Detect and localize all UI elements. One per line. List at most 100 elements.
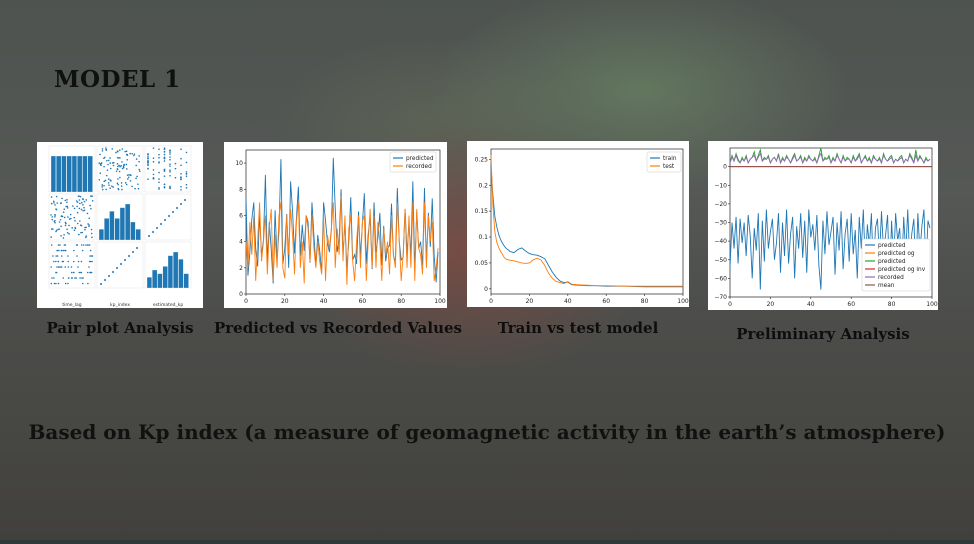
scatter-point <box>169 165 171 167</box>
scatter-point <box>68 277 70 279</box>
y-tick-label: 0.25 <box>475 156 489 163</box>
scatter-point <box>153 169 155 171</box>
scatter-point <box>101 184 103 186</box>
scatter-point <box>60 226 62 228</box>
scatter-point <box>60 266 62 268</box>
scatter-point <box>121 182 123 184</box>
preliminary-analysis-figure: 0 20 40 60 80 100 0 −10 −20 −30 −40 −50 −60 −70 predic… <box>708 141 938 310</box>
scatter-point <box>124 151 126 153</box>
scatter-point <box>92 255 94 257</box>
scatter-point <box>68 225 70 227</box>
scatter-point <box>109 157 111 159</box>
scatter-point <box>107 164 109 166</box>
scatter-point <box>87 272 89 274</box>
scatter-point <box>132 251 134 253</box>
scatter-point <box>73 261 75 263</box>
y-tick-label: 6 <box>239 212 243 219</box>
scatter-point <box>108 184 110 186</box>
y-tick-label: 4 <box>239 239 243 246</box>
scatter-point <box>84 210 86 212</box>
histogram-bar <box>110 211 115 240</box>
scatter-point <box>90 208 92 210</box>
histogram-bar <box>136 229 141 240</box>
scatter-point <box>133 155 135 157</box>
scatter-point <box>109 187 111 189</box>
scatter-point <box>105 189 107 191</box>
scatter-point <box>79 199 81 201</box>
y-tick-label: 0 <box>239 291 243 298</box>
scatter-point <box>88 218 90 220</box>
legend-label: recorded <box>878 275 904 281</box>
scatter-point <box>90 261 92 263</box>
scatter-point <box>74 220 76 222</box>
scatter-point <box>53 202 55 204</box>
scatter-point <box>76 244 78 246</box>
scatter-point <box>66 228 68 230</box>
scatter-point <box>153 161 155 163</box>
scatter-point <box>85 244 87 246</box>
scatter-point <box>113 165 115 167</box>
scatter-point <box>156 227 158 229</box>
scatter-point <box>82 204 84 206</box>
histogram-bar <box>62 156 67 192</box>
scatter-point <box>82 199 84 201</box>
scatter-point <box>67 232 69 234</box>
scatter-point <box>79 277 81 279</box>
scatter-point <box>54 222 56 224</box>
histogram-bar <box>67 156 72 192</box>
scatter-point <box>117 168 119 170</box>
scatter-point <box>87 223 89 225</box>
scatter-point <box>111 148 113 150</box>
scatter-point <box>75 277 77 279</box>
legend-label: recorded <box>406 164 432 170</box>
scatter-point <box>98 162 100 164</box>
scatter-point <box>60 202 62 204</box>
scatter-point <box>64 200 66 202</box>
scatter-point <box>73 250 75 252</box>
scatter-point <box>138 155 140 157</box>
scatter-point <box>77 223 79 225</box>
scatter-point <box>51 283 53 285</box>
scatter-point <box>68 233 70 235</box>
scatter-point <box>129 153 131 155</box>
scatter-point <box>58 283 60 285</box>
x-tick-label: 40 <box>564 298 572 305</box>
scatter-point <box>90 272 92 274</box>
scatter-point <box>164 157 166 159</box>
scatter-point <box>126 150 128 152</box>
scatter-point <box>147 153 149 155</box>
scatter-point <box>55 283 57 285</box>
scatter-point <box>108 160 110 162</box>
scatter-point <box>148 235 150 237</box>
scatter-point <box>134 188 136 190</box>
y-tick-label: −70 <box>714 294 727 301</box>
histogram-bar <box>152 270 157 288</box>
scatter-point <box>110 179 112 181</box>
y-tick-label: 0.15 <box>475 208 489 215</box>
scatter-point <box>147 165 149 167</box>
scatter-point <box>68 266 70 268</box>
scatter-point <box>186 173 188 175</box>
scatter-point <box>138 188 140 190</box>
scatter-point <box>81 202 83 204</box>
scatter-point <box>81 261 83 263</box>
scatter-point <box>112 186 114 188</box>
x-tick-label: 100 <box>926 301 938 308</box>
scatter-point <box>65 225 67 227</box>
scatter-point <box>158 148 160 150</box>
scatter-point <box>169 175 171 177</box>
scatter-point <box>58 228 60 230</box>
x-tick-label: 40 <box>807 301 815 308</box>
scatter-point <box>153 147 155 149</box>
y-tick-label: 0.1 <box>478 234 488 241</box>
scatter-point <box>186 175 188 177</box>
scatter-point <box>180 148 182 150</box>
scatter-point <box>176 207 178 209</box>
scatter-point <box>147 158 149 160</box>
scatter-point <box>89 205 91 207</box>
y-tick-label: −30 <box>714 220 727 227</box>
scatter-point <box>78 261 80 263</box>
scatter-point <box>51 203 53 205</box>
pair-plot-caption: Pair plot Analysis <box>37 319 203 337</box>
scatter-point <box>164 154 166 156</box>
